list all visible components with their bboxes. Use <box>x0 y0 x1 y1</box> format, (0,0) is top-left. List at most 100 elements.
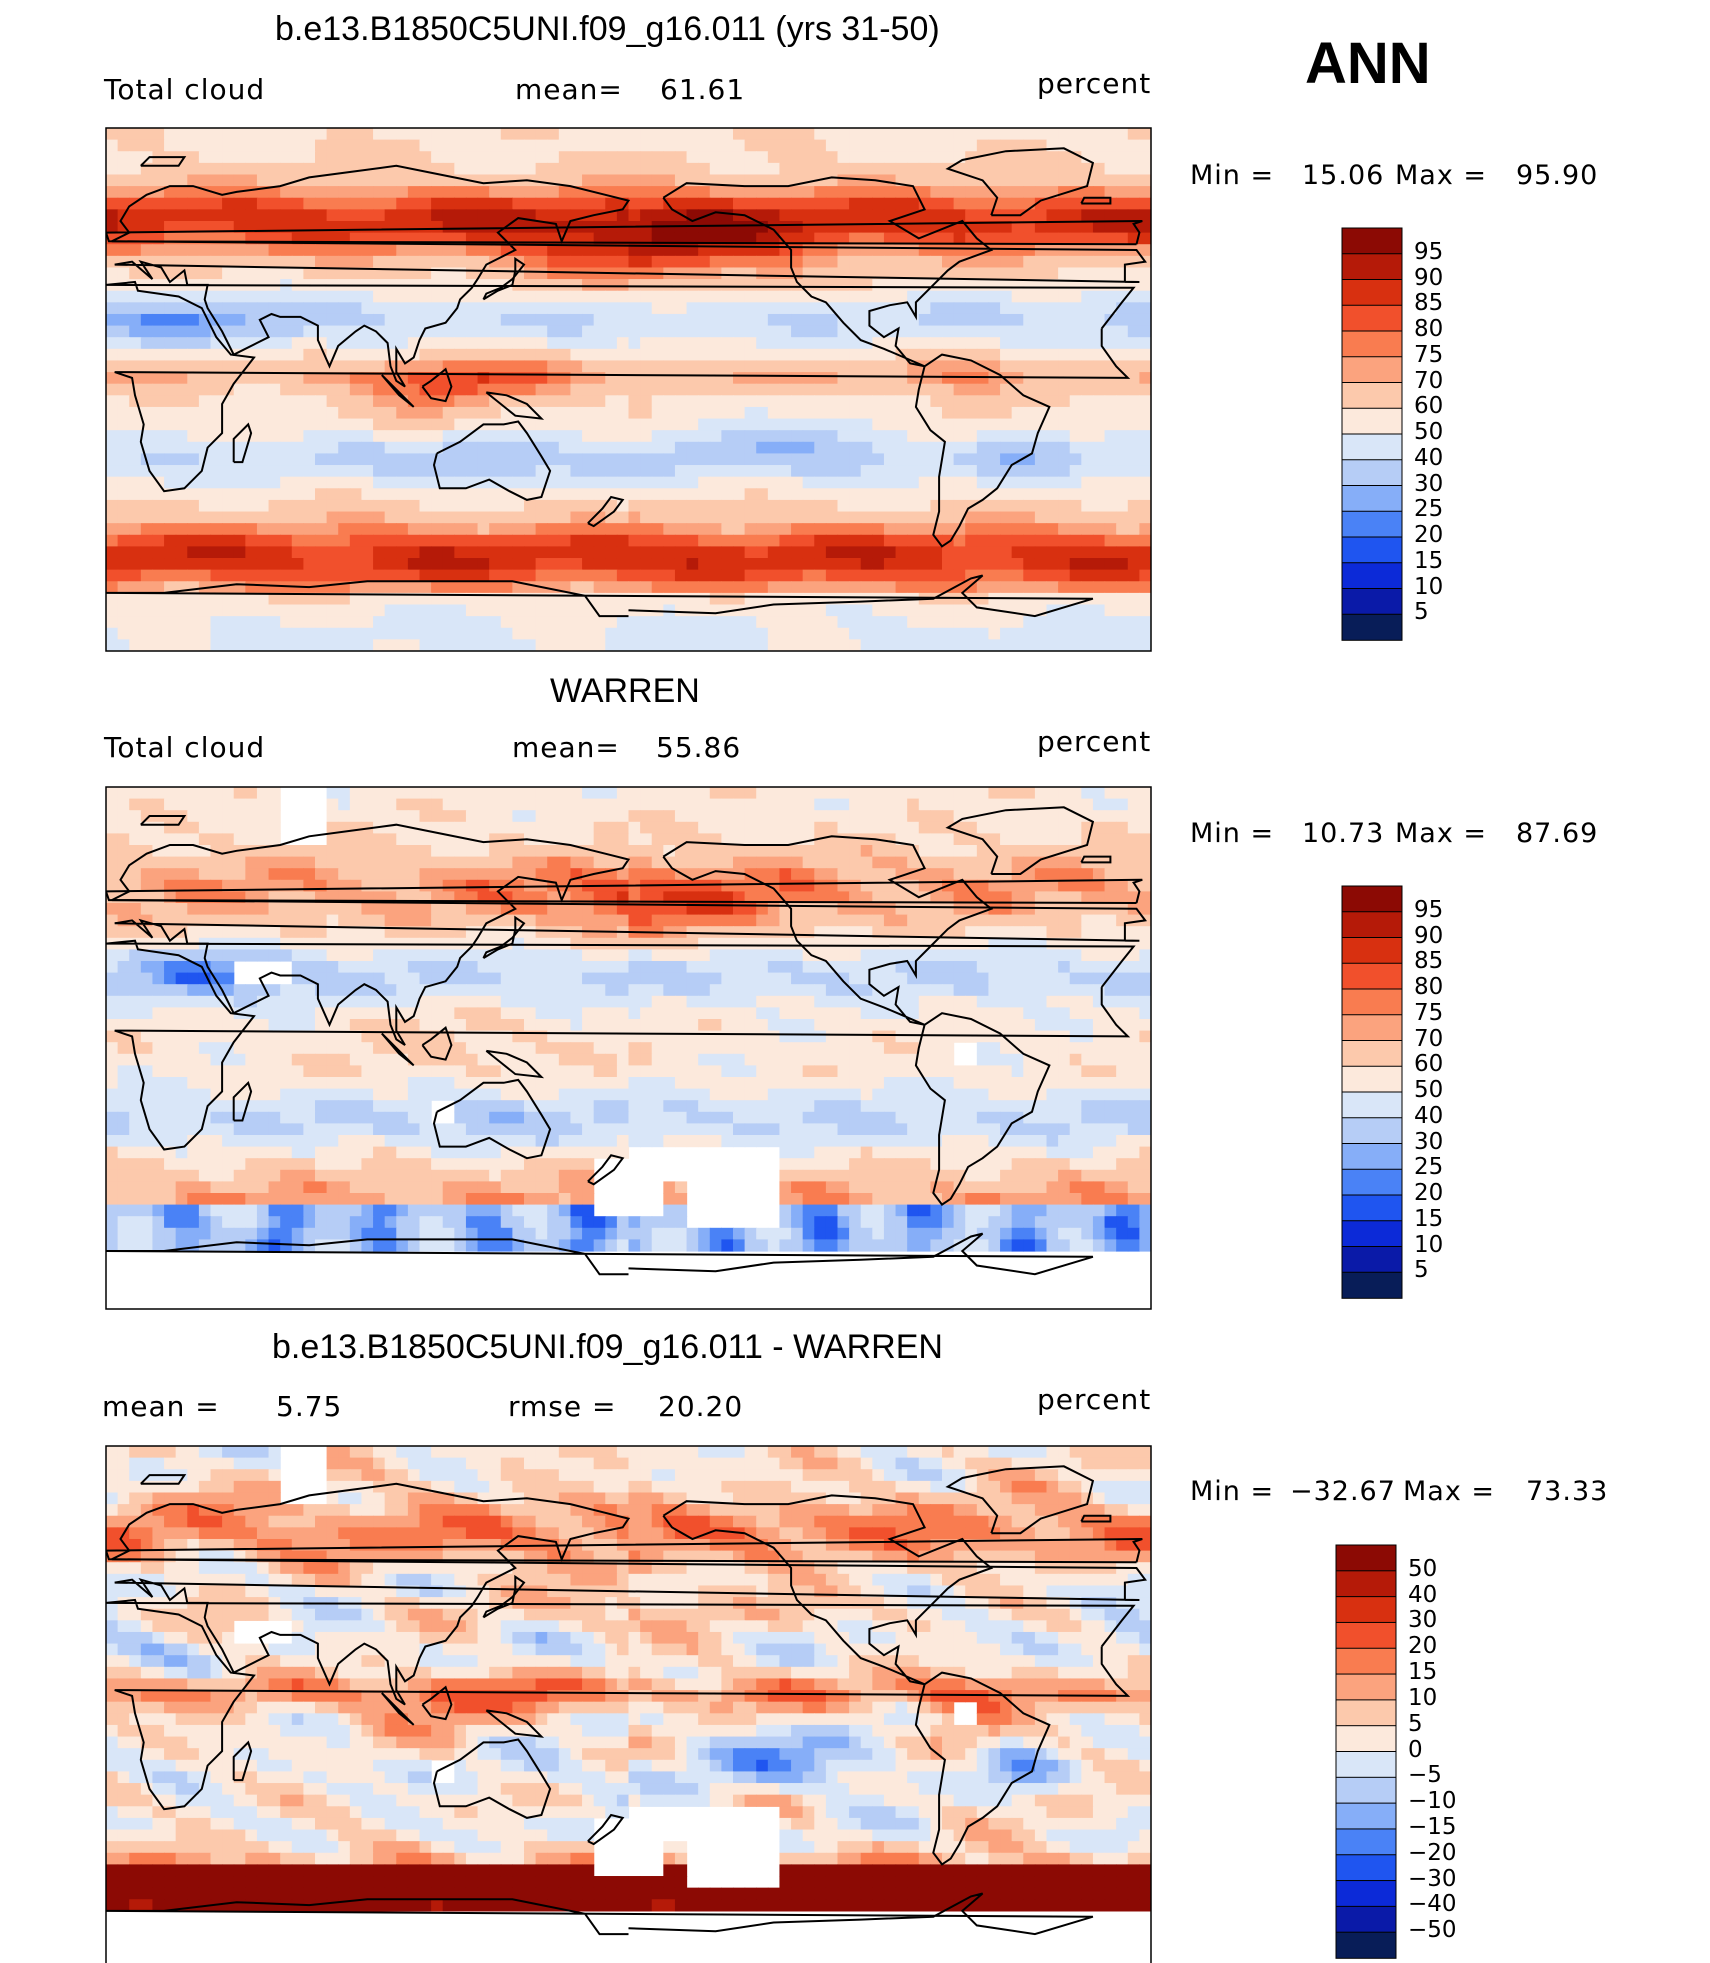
field-cell <box>907 128 920 141</box>
field-cell <box>802 891 815 904</box>
field-cell <box>187 186 200 199</box>
field-cell <box>187 209 200 222</box>
field-cell <box>698 162 711 176</box>
field-cell <box>256 209 270 222</box>
field-cell <box>698 787 711 800</box>
field-cell <box>1127 499 1140 513</box>
field-cell <box>291 372 304 385</box>
field-cell <box>918 488 931 501</box>
field-cell <box>988 325 1001 338</box>
field-cell <box>582 546 595 559</box>
field-cell <box>210 453 223 466</box>
field-cell <box>233 174 246 187</box>
field-cell <box>512 787 525 800</box>
field-cell <box>268 558 281 571</box>
field-cell <box>442 604 455 617</box>
field-cell <box>1023 348 1036 362</box>
field-cell <box>558 348 572 362</box>
field-cell <box>1058 558 1071 571</box>
field-cell <box>930 787 943 800</box>
field-cell <box>605 465 618 478</box>
field-cell <box>872 810 885 823</box>
field-cell <box>1046 821 1059 834</box>
field-cell <box>489 325 502 338</box>
field-cell <box>895 639 908 651</box>
field-cell <box>872 139 885 152</box>
field-cell <box>709 337 722 350</box>
panel3-rmse-label: rmse = <box>508 1390 617 1423</box>
field-cell <box>907 348 920 362</box>
field-cell <box>907 616 920 629</box>
field-cell <box>825 209 839 222</box>
field-cell <box>152 244 165 257</box>
field-cell <box>303 337 316 350</box>
field-cell <box>849 627 862 640</box>
field-cell <box>338 395 351 408</box>
field-cell <box>489 453 502 466</box>
field-cell <box>918 174 931 187</box>
colorbar3-tick-label: 50 <box>1408 1555 1438 1582</box>
field-cell <box>593 325 606 338</box>
field-cell <box>907 186 920 199</box>
field-cell <box>547 430 560 443</box>
field-cell <box>187 174 200 187</box>
field-cell <box>326 810 339 823</box>
field-cell <box>605 581 618 594</box>
field-cell <box>419 511 432 524</box>
field-cell <box>965 639 978 651</box>
field-cell <box>280 581 293 594</box>
field-cell <box>802 639 815 651</box>
field-cell <box>744 430 757 443</box>
field-cell <box>547 348 560 362</box>
field-cell <box>605 325 618 338</box>
field-cell <box>814 430 827 443</box>
field-cell <box>1023 868 1036 881</box>
field-cell <box>454 383 467 396</box>
field-cell <box>1034 616 1048 629</box>
field-cell <box>872 418 885 431</box>
field-cell <box>965 592 978 606</box>
field-cell <box>883 430 897 443</box>
field-cell <box>361 581 374 594</box>
field-cell <box>187 372 200 385</box>
field-cell <box>1081 523 1094 536</box>
colorbar3-tick-label: −50 <box>1408 1917 1457 1944</box>
field-cell <box>175 197 188 210</box>
field-cell <box>860 604 873 617</box>
field-cell <box>175 845 188 858</box>
field-cell <box>628 488 641 501</box>
field-cell <box>140 787 154 800</box>
field-cell <box>164 360 177 373</box>
field-cell <box>361 488 374 501</box>
field-cell <box>825 255 839 269</box>
field-cell <box>1023 569 1036 582</box>
field-cell <box>187 220 200 234</box>
field-cell <box>1011 313 1024 327</box>
field-cell <box>1139 821 1151 834</box>
field-cell <box>407 569 421 582</box>
field-cell <box>849 453 862 466</box>
field-cell <box>837 465 850 478</box>
field-cell <box>140 523 154 536</box>
field-cell <box>953 581 966 594</box>
field-cell <box>175 395 188 408</box>
field-cell <box>245 581 258 594</box>
field-cell <box>210 302 223 315</box>
field-cell <box>779 302 792 315</box>
field-cell <box>198 151 212 164</box>
field-cell <box>1069 232 1082 245</box>
field-cell <box>454 511 467 524</box>
field-cell <box>117 360 130 373</box>
field-cell <box>570 558 583 571</box>
field-cell <box>477 511 490 524</box>
field-cell <box>117 798 130 811</box>
field-cell <box>349 616 363 629</box>
field-cell <box>709 581 722 594</box>
field-cell <box>849 383 862 396</box>
field-cell <box>744 348 757 362</box>
field-cell <box>1127 581 1140 594</box>
field-cell <box>721 290 734 303</box>
field-cell <box>477 360 490 373</box>
field-cell <box>442 616 455 629</box>
field-cell <box>1000 255 1013 269</box>
